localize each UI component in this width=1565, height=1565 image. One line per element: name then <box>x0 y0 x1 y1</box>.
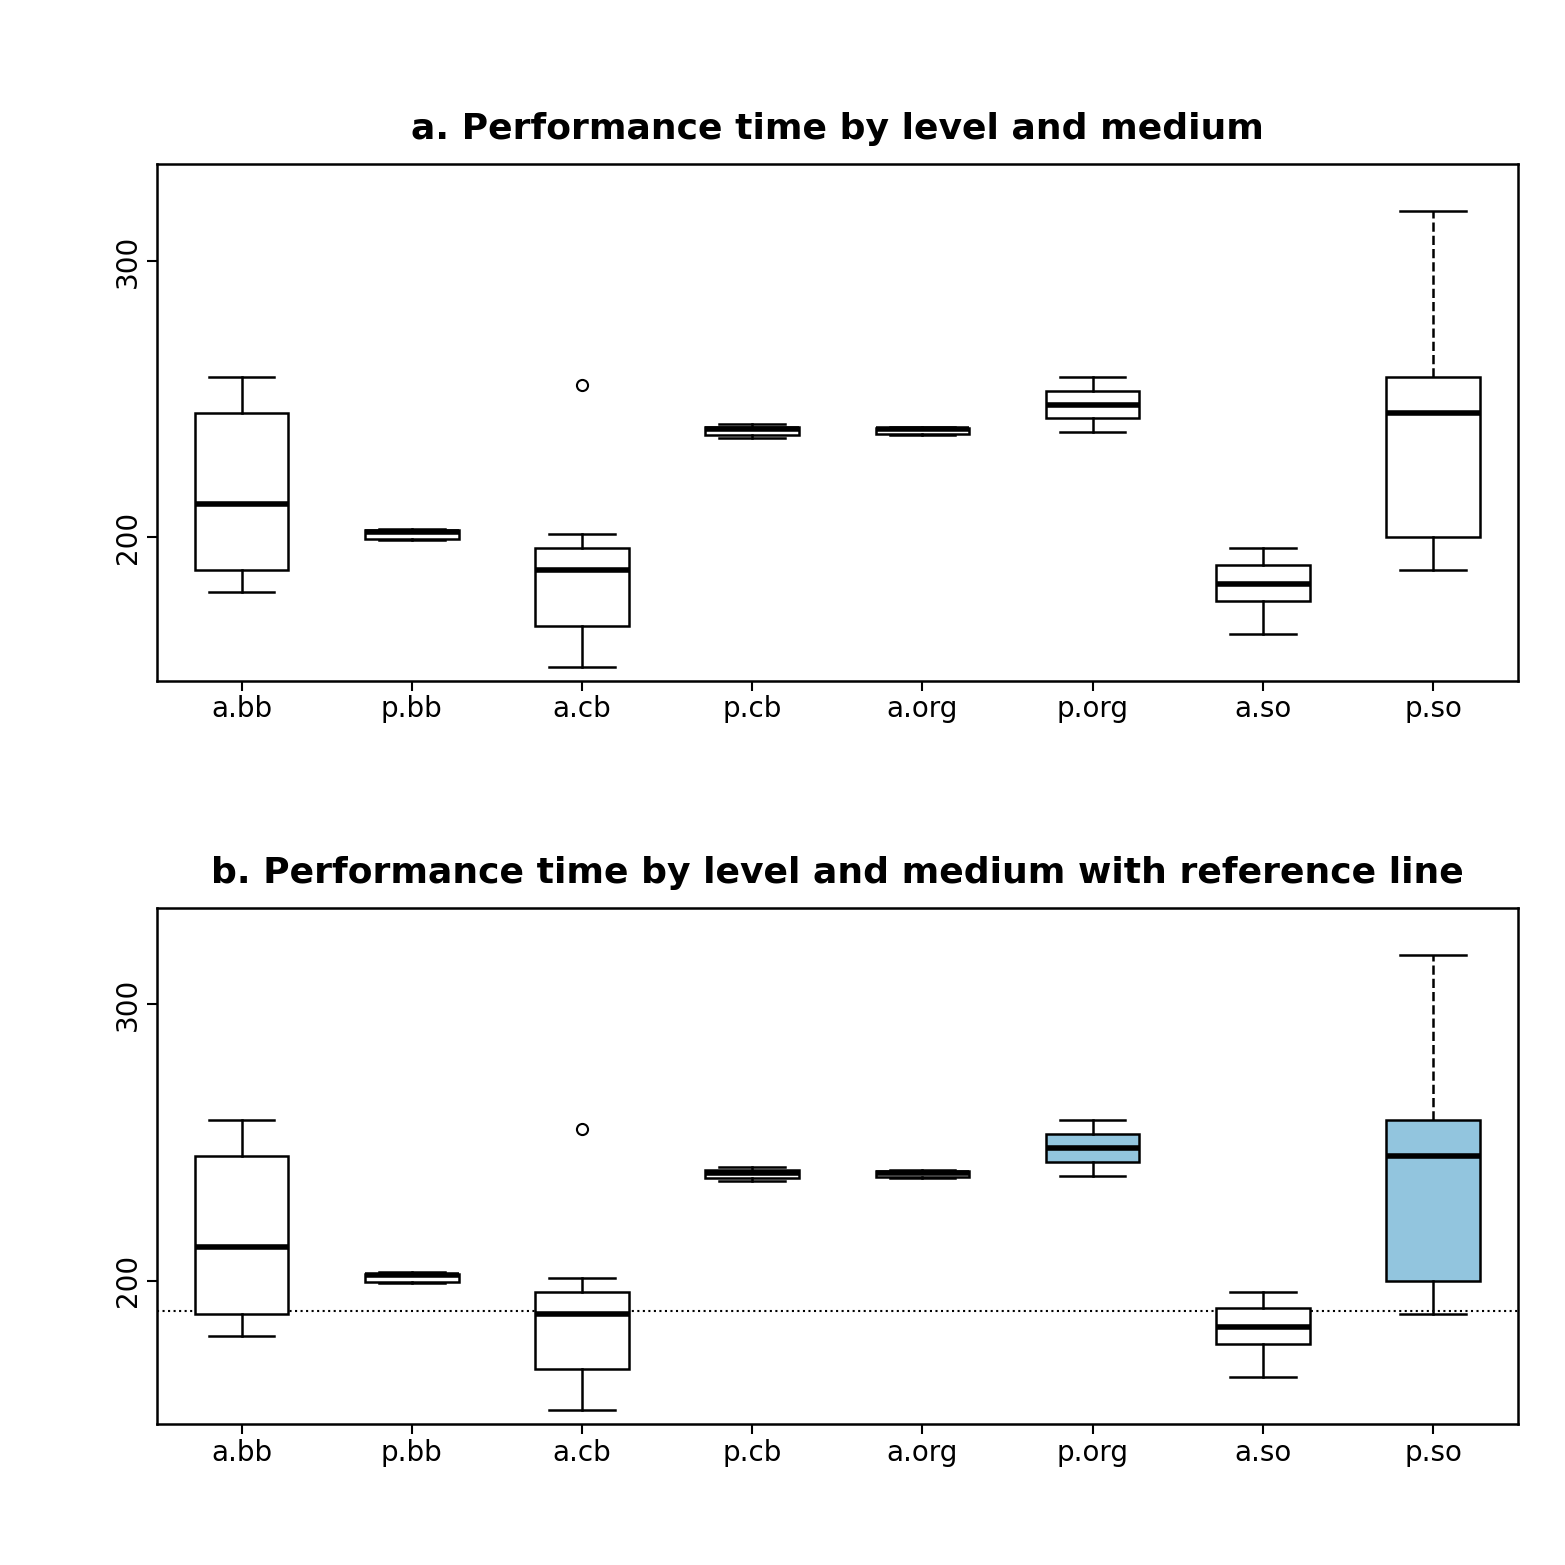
Bar <box>194 1157 288 1313</box>
Title: a. Performance time by level and medium: a. Performance time by level and medium <box>412 113 1263 146</box>
Bar <box>1387 377 1480 537</box>
Bar <box>875 1172 969 1177</box>
Bar <box>1045 1135 1139 1161</box>
Bar <box>365 1274 459 1282</box>
Bar <box>194 413 288 570</box>
Bar <box>535 548 629 626</box>
Title: b. Performance time by level and medium with reference line: b. Performance time by level and medium … <box>211 856 1463 889</box>
Bar <box>1387 1121 1480 1280</box>
Bar <box>706 1171 800 1178</box>
Bar <box>706 427 800 435</box>
Bar <box>1045 391 1139 418</box>
Bar <box>1216 565 1310 601</box>
Bar <box>1216 1308 1310 1344</box>
Bar <box>875 429 969 434</box>
Bar <box>535 1291 629 1369</box>
Bar <box>365 531 459 538</box>
